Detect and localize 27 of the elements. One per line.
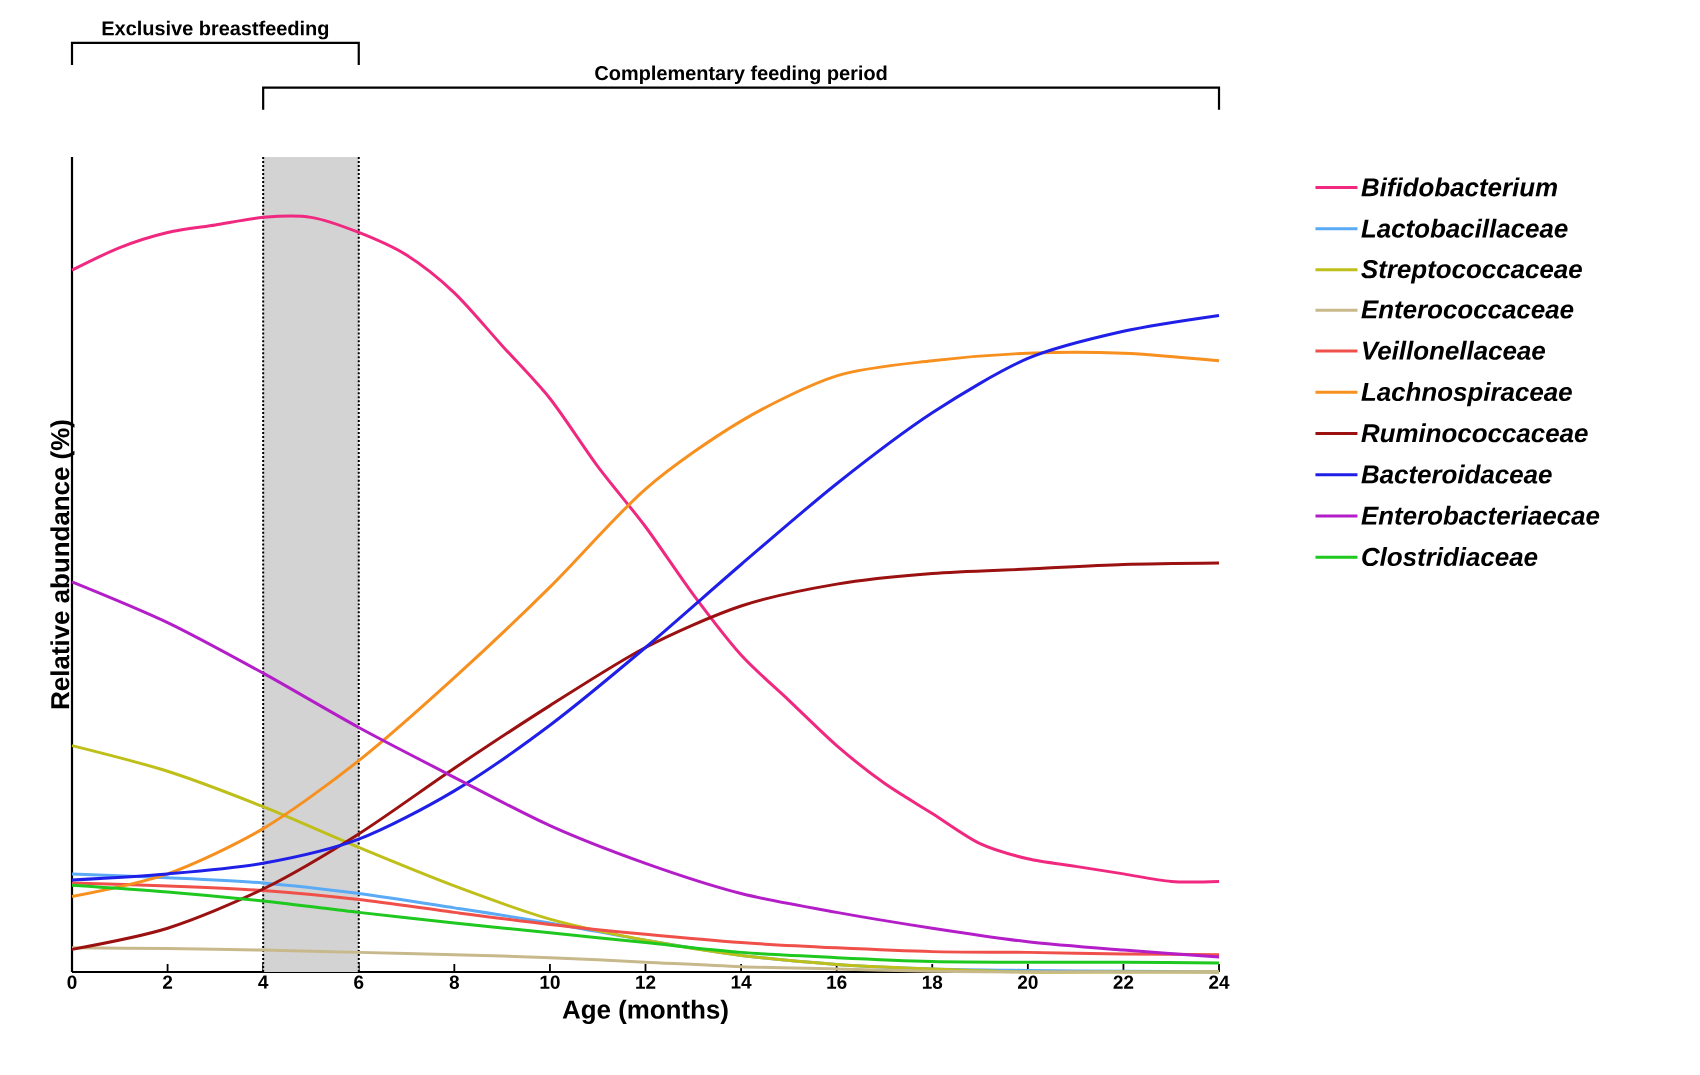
x-tick-label: 14	[731, 975, 752, 989]
legend-label: Streptococcaceae	[1361, 259, 1582, 284]
x-tick-label: 20	[1017, 975, 1038, 989]
x-tick-label: 0	[67, 975, 77, 989]
x-tick-label: 2	[162, 975, 173, 989]
x-tick-label: 4	[258, 975, 269, 989]
legend-label: Enterobacteriaecae	[1361, 505, 1600, 525]
text: Exclusive breastfeeding	[102, 20, 329, 40]
x-axis-title: Age (months)	[562, 999, 728, 1025]
legend-label: Clostridiaceae	[1362, 547, 1538, 567]
x-tick-label: 10	[540, 975, 560, 989]
x-tick-label: 16	[827, 975, 847, 989]
legend-label: Ruminococcaceae	[1361, 423, 1588, 443]
legend-label: Lachnospiraceae	[1361, 382, 1572, 407]
y-axis-title: Relative abundance (%)	[50, 420, 75, 709]
x-tick-label: 18	[922, 975, 943, 989]
x-tick-label: 22	[1113, 975, 1134, 989]
text: Complementary feeding period	[595, 65, 887, 85]
legend-label: Bacteroidaceae	[1361, 464, 1552, 484]
x-tick-label: 24	[1209, 975, 1230, 989]
x-tick-label: 8	[449, 975, 460, 989]
legend-label: Veillonellaceae	[1363, 340, 1546, 360]
legend-label: Bifidobacterium	[1361, 177, 1558, 197]
legend-label: Lactobacillaceae	[1361, 218, 1568, 238]
x-tick-label: 12	[636, 975, 656, 989]
legend-label: Enterococcaceae	[1361, 300, 1574, 319]
x-tick-label: 6	[354, 975, 364, 989]
